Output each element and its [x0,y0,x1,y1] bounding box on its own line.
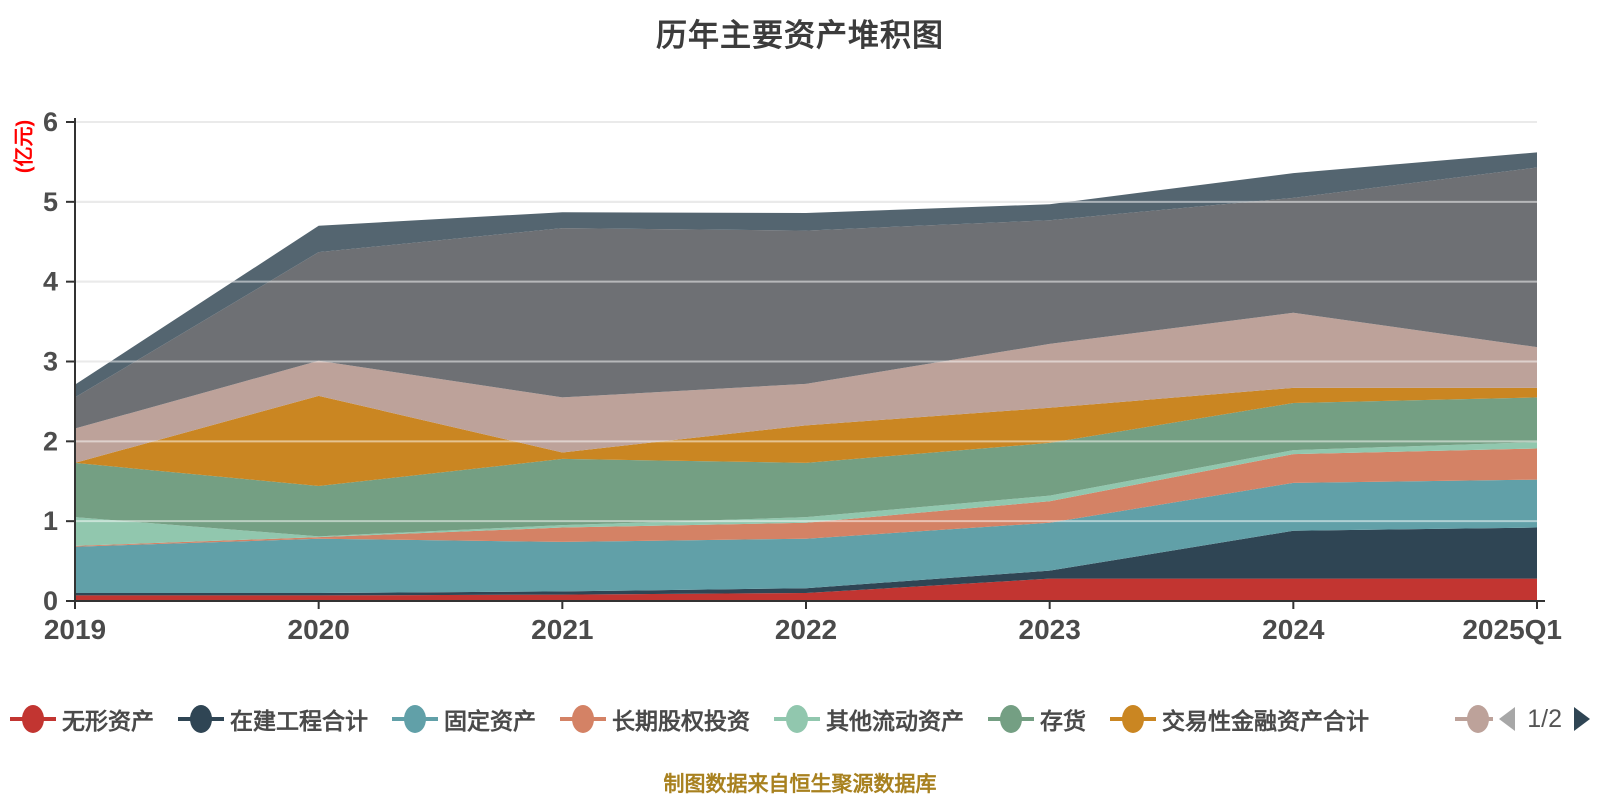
legend-marker-icon [1110,704,1156,734]
legend-marker-icon [988,704,1034,734]
data-source-caption: 制图数据来自恒生聚源数据库 [663,773,937,796]
y-tick-label: 4 [43,267,58,297]
x-tick-label: 2020 [288,614,350,645]
legend: 无形资产 在建工程合计 固定资产 长期股权投资 其他流动资产 存货 交易性金融资产合计 1/… [10,702,1590,736]
legend-item-label: 其他流动资产 [826,708,964,734]
x-tick-label: 2025Q1 [1462,614,1562,645]
y-tick-label: 6 [43,107,58,137]
legend-page-indicator: 1/2 [1527,704,1562,733]
legend-overflow-marker-icon [1455,704,1493,734]
legend-next-page-icon[interactable] [1574,707,1590,731]
legend-overflow-item[interactable] [1455,702,1493,736]
legend-marker-icon [392,704,438,734]
legend-item-交易性金融资产合计[interactable]: 交易性金融资产合计 [1110,702,1369,736]
area-series-在建工程合计[interactable] [75,527,1537,596]
legend-item-长期股权投资[interactable]: 长期股权投资 [560,702,750,736]
legend-item-label: 交易性金融资产合计 [1162,708,1369,734]
area-series-长期股权投资[interactable] [75,448,1537,547]
legend-prev-page-icon[interactable] [1499,707,1516,731]
y-tick-label: 3 [43,347,58,377]
legend-item-存货[interactable]: 存货 [988,702,1086,736]
legend-item-label: 在建工程合计 [230,708,368,734]
area-series-存货[interactable] [75,397,1537,537]
legend-item-label: 存货 [1040,708,1086,734]
legend-item-在建工程合计[interactable]: 在建工程合计 [178,702,368,736]
legend-item-label: 固定资产 [444,708,536,734]
legend-item-其他流动资产[interactable]: 其他流动资产 [774,702,964,736]
x-tick-label: 2021 [531,614,593,645]
legend-item-无形资产[interactable]: 无形资产 [10,702,154,736]
area-series-交易性金融资产合计[interactable] [75,387,1537,487]
area-series-page2-8[interactable] [75,312,1537,463]
legend-item-label: 无形资产 [62,708,154,734]
area-series-page2-9[interactable] [75,167,1537,429]
stacked-area-plot[interactable]: 0 1 2 3 4 5 6 2019 2020 2021 2022 2023 2024 2025Q1 [0,0,1600,665]
x-tick-label: 2022 [775,614,837,645]
legend-pagination: 1/2 [1499,702,1590,736]
legend-marker-icon [10,704,56,734]
area-series-page2-10[interactable] [75,152,1537,398]
legend-marker-icon [178,704,224,734]
legend-marker-icon [560,704,606,734]
y-tick-label: 5 [43,187,58,217]
x-tick-label: 2023 [1019,614,1081,645]
x-tick-label: 2019 [44,614,106,645]
legend-item-固定资产[interactable]: 固定资产 [392,702,536,736]
y-tick-label: 1 [43,506,58,536]
area-series-其他流动资产[interactable] [75,442,1537,546]
legend-items: 无形资产 在建工程合计 固定资产 长期股权投资 其他流动资产 存货 交易性金融资产合计 [10,702,1369,736]
area-series-无形资产[interactable] [75,578,1537,601]
y-tick-label: 0 [43,586,58,616]
legend-item-label: 长期股权投资 [612,708,750,734]
chart-title: 历年主要资产堆积图 [656,18,944,53]
area-series-固定资产[interactable] [75,479,1537,594]
y-tick-label: 2 [43,426,58,456]
legend-marker-icon [774,704,820,734]
x-tick-label: 2024 [1262,614,1325,645]
